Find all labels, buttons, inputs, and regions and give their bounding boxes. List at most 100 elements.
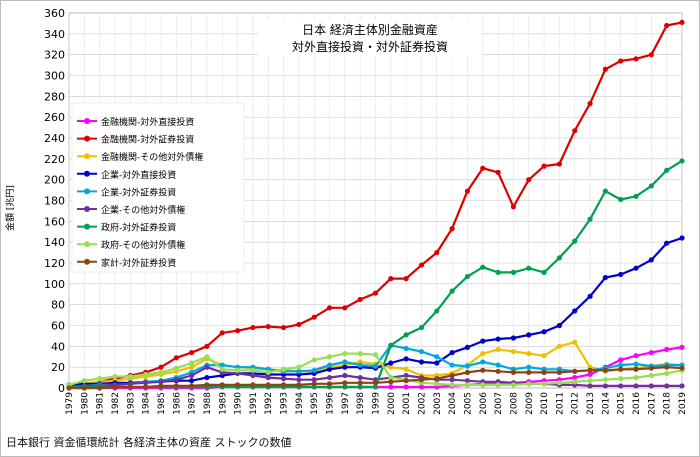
data-point [372,363,379,369]
data-point [189,364,195,370]
x-tick-label: 1993 [280,392,290,415]
data-point [679,235,685,241]
data-point [587,293,593,299]
data-point [173,383,179,389]
data-point [679,158,685,164]
data-point [495,368,501,374]
data-point [526,381,532,387]
y-tick-label: 320 [44,49,65,62]
series-lines [66,19,685,391]
data-point [204,364,210,370]
data-point [464,382,471,388]
data-point [403,332,409,338]
data-point [556,369,563,375]
data-point [97,385,103,391]
y-tick-label: 360 [44,7,65,20]
data-point [434,376,440,382]
data-point [388,342,394,348]
data-point [464,273,471,280]
data-point [572,368,578,374]
x-tick-label: 2000 [387,392,397,415]
data-point [388,276,394,282]
data-point [280,382,287,388]
data-point [357,374,363,381]
data-point [250,324,256,331]
x-tick-label: 2013 [586,392,596,415]
data-point [250,367,256,373]
data-point [648,183,654,189]
data-point [326,381,333,387]
data-point [265,323,271,330]
data-point [510,204,517,210]
data-point [434,354,440,360]
data-point [526,265,532,271]
data-point [173,355,179,361]
data-point [219,366,225,372]
x-tick-label: 1994 [295,392,305,415]
data-point [587,216,593,222]
data-point [173,365,179,371]
data-point [265,374,271,381]
data-point [326,374,333,381]
data-point [464,363,471,369]
data-point [480,165,486,171]
data-point [449,362,455,368]
data-point [449,377,455,383]
data-point [587,101,593,107]
data-point [602,188,608,194]
x-tick-label: 2018 [663,392,673,415]
data-point [311,357,317,363]
x-tick-label: 1995 [310,392,320,415]
legend-label: 金融機関-その他対外債権 [101,151,203,163]
data-point [296,321,302,328]
data-point [495,382,501,388]
data-point [480,351,486,357]
y-tick-label: 60 [51,320,65,333]
data-point [97,376,103,382]
legend-label: 金融機関-対外直接投資 [101,116,194,128]
legend-marker [84,118,90,124]
data-point [480,338,486,344]
x-tick-label: 2006 [479,392,489,415]
data-point [234,382,241,388]
x-tick-label: 1981 [96,392,106,415]
y-tick-label: 280 [44,90,65,103]
data-point [664,383,670,389]
legend-marker [84,135,90,142]
data-point [143,371,149,378]
data-point [572,374,578,381]
data-point [296,364,302,370]
data-point [388,379,394,385]
y-tick-label: 300 [44,70,65,83]
x-tick-label: 2008 [509,392,519,415]
data-point [418,262,425,268]
data-point [648,372,654,379]
data-point [372,384,379,390]
data-point [342,359,348,365]
data-point [403,356,409,362]
data-point [66,385,72,391]
data-point [127,384,133,390]
x-tick-label: 1985 [157,392,167,415]
data-point [357,380,363,386]
x-tick-label: 1982 [111,392,121,415]
data-point [510,348,517,355]
data-point [112,384,118,390]
data-point [679,344,685,350]
data-point [495,269,501,275]
y-tick-label: 140 [44,236,65,249]
data-point [541,163,547,169]
data-point [418,384,425,390]
legend-label: 企業-対外直接投資 [101,169,176,181]
legend-marker [84,241,90,248]
data-point [618,366,624,372]
data-point [556,343,563,349]
legend-box [71,102,245,273]
data-point [618,196,624,203]
x-tick-label: 2001 [402,392,412,415]
data-point [250,382,256,388]
data-point [602,377,608,383]
data-point [403,366,409,372]
data-point [664,167,670,173]
